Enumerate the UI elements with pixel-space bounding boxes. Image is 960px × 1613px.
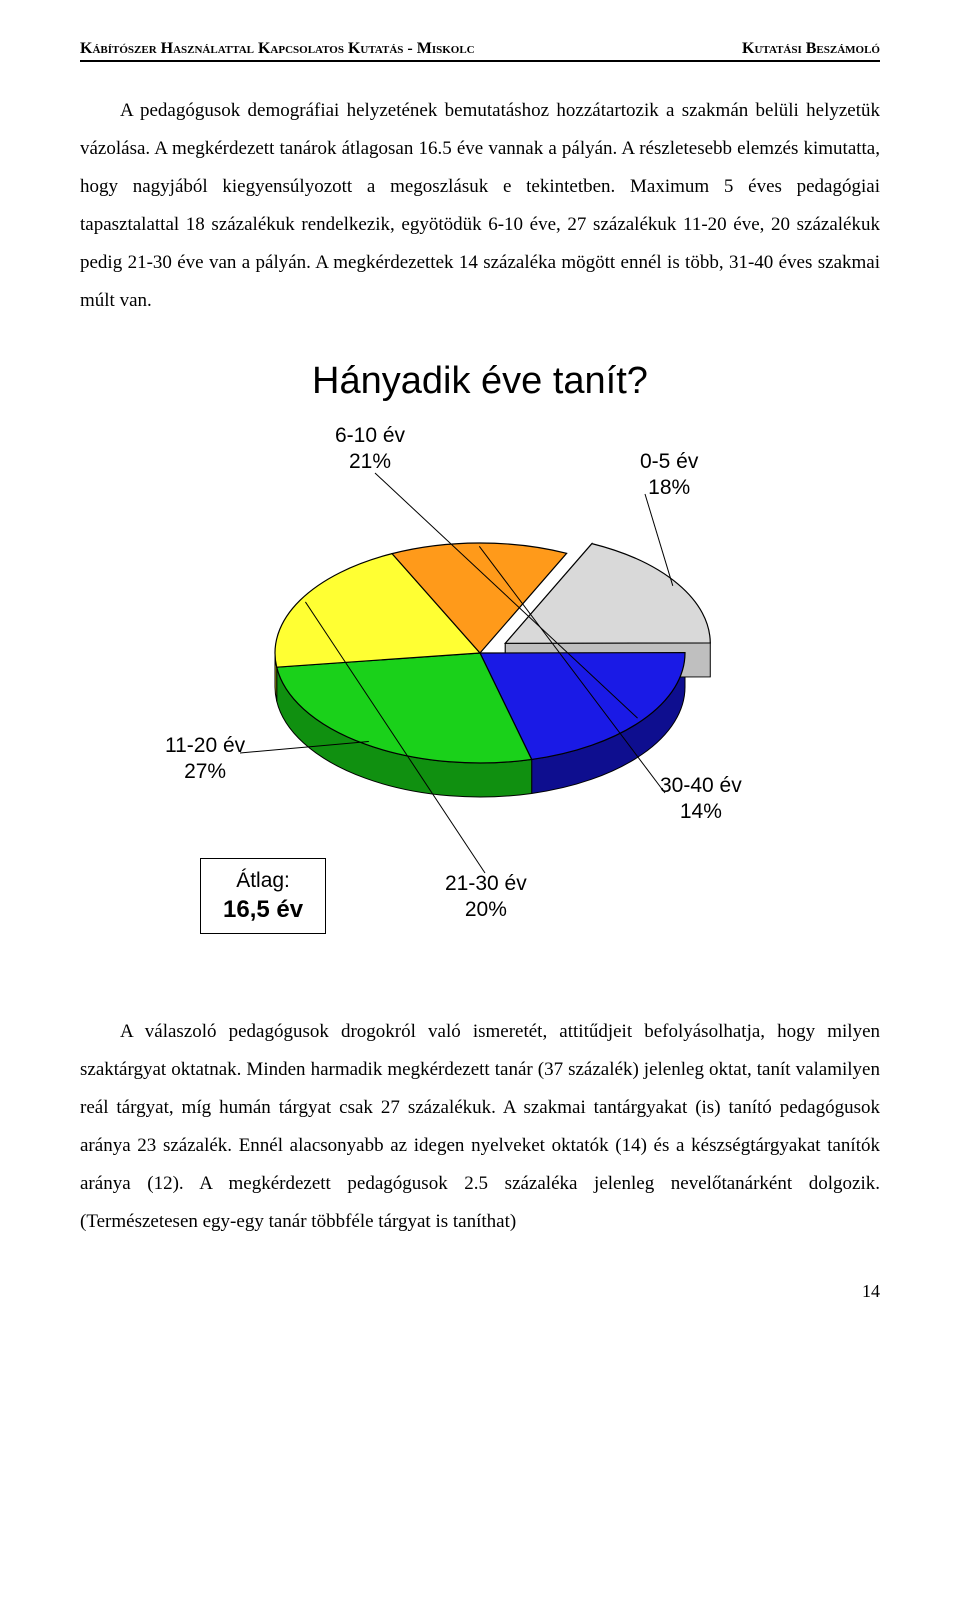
- pie-chart-figure: Hányadik éve tanít? 0-5 év18% 6-10 év21%…: [80, 360, 880, 953]
- paragraph-1: A pedagógusok demográfiai helyzetének be…: [80, 92, 880, 320]
- average-label: Átlag:: [223, 867, 303, 894]
- average-value: 16,5 év: [223, 894, 303, 925]
- slice-label-3: 21-30 év20%: [445, 871, 527, 924]
- chart-title: Hányadik éve tanít?: [312, 360, 648, 403]
- page-number: 14: [80, 1281, 880, 1302]
- header-right: Kutatási Beszámoló: [742, 40, 880, 58]
- slice-label-0: 0-5 év18%: [640, 449, 698, 502]
- slice-label-1: 6-10 év21%: [335, 423, 405, 476]
- slice-label-2: 11-20 év27%: [165, 733, 245, 786]
- header-left: Kábítószer Használattal Kapcsolatos Kuta…: [80, 40, 475, 58]
- page-header: Kábítószer Használattal Kapcsolatos Kuta…: [80, 40, 880, 62]
- average-box: Átlag: 16,5 év: [200, 858, 326, 934]
- chart-area: 0-5 év18% 6-10 év21% 11-20 év27% 21-30 é…: [130, 423, 830, 953]
- slice-label-4: 30-40 év14%: [660, 773, 742, 826]
- paragraph-2: A válaszoló pedagógusok drogokról való i…: [80, 1013, 880, 1241]
